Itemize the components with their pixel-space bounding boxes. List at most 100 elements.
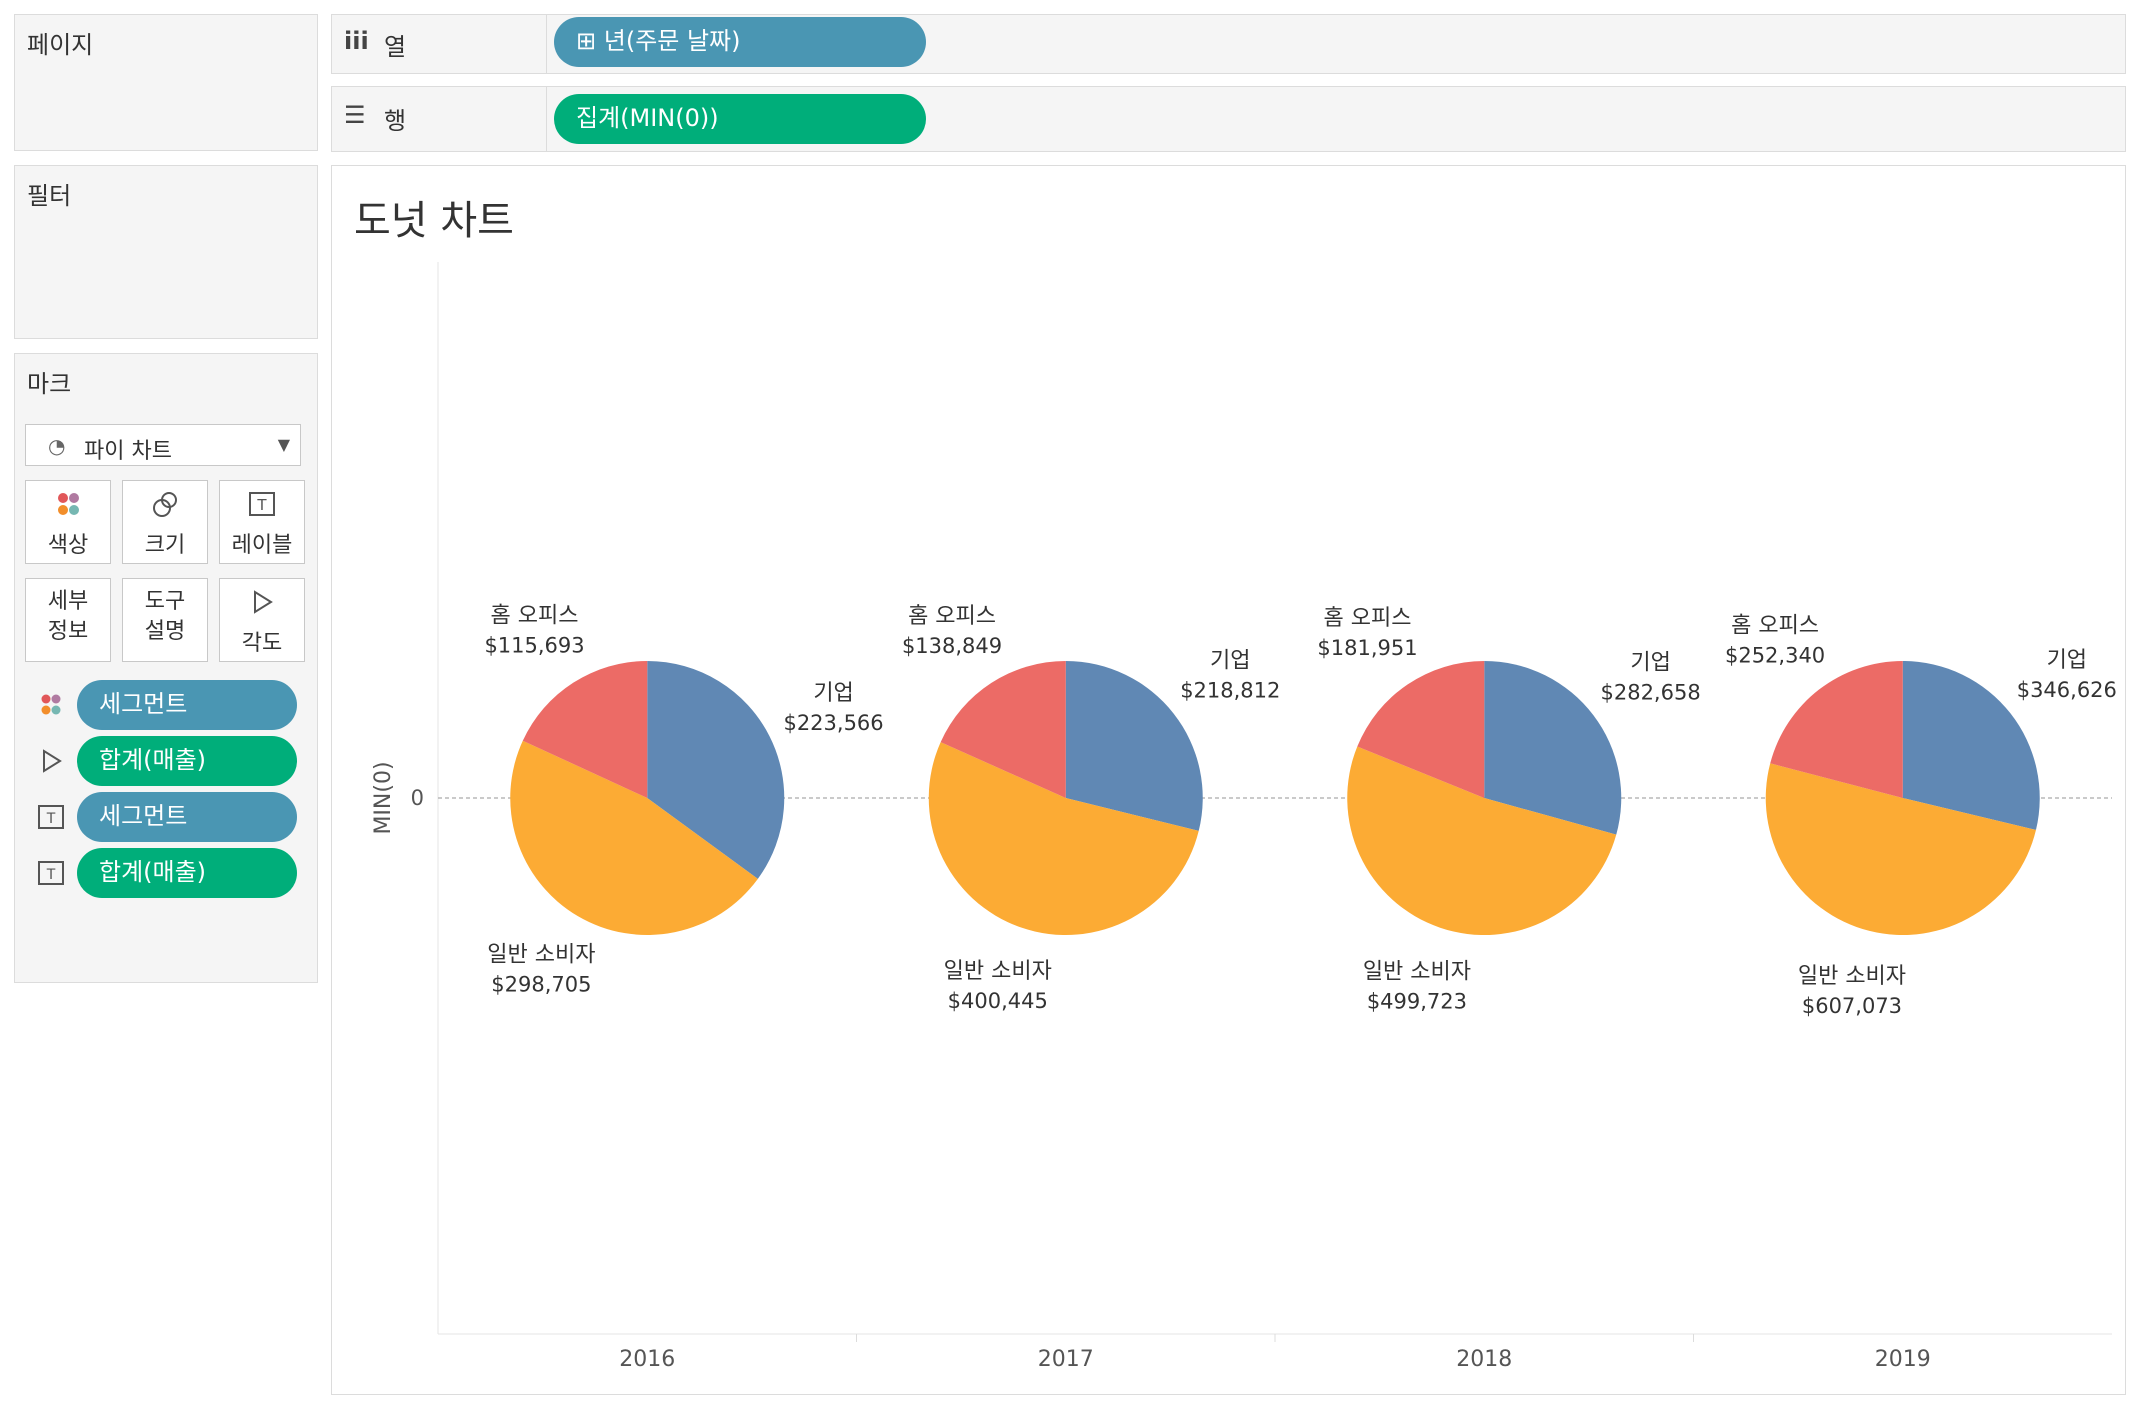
rows-icon: ☰ — [344, 101, 366, 129]
slice-segment-label: 홈 오피스 — [908, 604, 996, 629]
pages-title: 페이지 — [27, 31, 94, 59]
filters-card[interactable]: 필터 — [14, 165, 318, 339]
columns-shelf[interactable]: iii 열 ⊞ 년(주문 날짜) — [331, 14, 2126, 74]
rows-shelf-label: 행 — [384, 107, 407, 135]
y-tick-0: 0 — [411, 786, 424, 810]
slice-value-label: $298,705 — [491, 973, 591, 997]
mark-type-dropdown[interactable]: ◔ 파이 차트 ▼ — [25, 424, 301, 466]
marks-card: 마크 ◔ 파이 차트 ▼ 색상 크기 T 레이블 — [14, 353, 318, 983]
slice-value-label: $346,626 — [2017, 678, 2117, 702]
slice-value-label: $138,849 — [902, 634, 1002, 658]
tooltip-label-line2: 설명 — [144, 619, 186, 644]
detail-button[interactable]: 세부 정보 — [25, 578, 111, 662]
label-icon: T — [220, 489, 304, 519]
detail-label-line2: 정보 — [47, 619, 89, 644]
slice-value-label: $499,723 — [1367, 989, 1467, 1013]
size-button[interactable]: 크기 — [122, 480, 208, 564]
label-sales-pill[interactable]: 합계(매출) — [77, 848, 297, 898]
slice-value-label: $223,566 — [783, 711, 883, 735]
pages-card[interactable]: 페이지 — [14, 14, 318, 151]
pie-slice[interactable] — [1902, 661, 2040, 830]
label-icon: T — [37, 803, 65, 831]
shelf-divider — [546, 15, 547, 73]
label-button-label: 레이블 — [231, 533, 293, 558]
pie-slice[interactable] — [510, 740, 758, 935]
rows-shelf[interactable]: ☰ 행 집계(MIN(0)) — [331, 86, 2126, 152]
pie-slice[interactable] — [928, 742, 1199, 935]
angle-icon — [220, 587, 304, 617]
slice-segment-label: 홈 오피스 — [1324, 606, 1412, 631]
slice-segment-label: 일반 소비자 — [1363, 959, 1471, 984]
x-tick-label: 2016 — [619, 1347, 675, 1372]
slice-value-label: $115,693 — [484, 633, 584, 657]
pie-marks: 기업 $223,566 일반 소비자 $298,705 홈 오피스 $115,693 기업 $… — [484, 603, 2116, 1018]
slice-value-label: $181,951 — [1317, 636, 1417, 660]
slice-value-label: $400,445 — [948, 989, 1048, 1013]
svg-text:T: T — [46, 811, 56, 827]
label-button[interactable]: T 레이블 — [219, 480, 305, 564]
columns-year-pill[interactable]: ⊞ 년(주문 날짜) — [554, 17, 926, 67]
slice-segment-label: 홈 오피스 — [491, 603, 579, 628]
color-dots-icon — [37, 691, 65, 719]
label-segment-pill[interactable]: 세그먼트 — [77, 792, 297, 842]
color-button-label: 색상 — [47, 533, 89, 558]
slice-segment-label: 기업 — [1210, 648, 1250, 673]
size-button-label: 크기 — [144, 533, 186, 558]
detail-button-label: 세부 정보 — [26, 587, 110, 647]
slice-segment-label: 일반 소비자 — [487, 943, 595, 968]
encoding-row-label-sales: T 합계(매출) — [15, 847, 315, 899]
angle-button[interactable]: 각도 — [219, 578, 305, 662]
marks-title: 마크 — [27, 370, 72, 398]
angle-sales-pill[interactable]: 합계(매출) — [77, 736, 297, 786]
x-tick-label: 2017 — [1038, 1347, 1094, 1372]
shelf-divider — [546, 87, 547, 151]
tooltip-label-line1: 도구 — [144, 589, 186, 614]
x-tick-label: 2018 — [1456, 1347, 1512, 1372]
slice-segment-label: 일반 소비자 — [944, 959, 1052, 984]
pie-slice[interactable] — [1765, 763, 2036, 936]
viz-view: 도넛 차트 MIN(0) 0 기업 $223,566 일반 소비자 $298,705 홈… — [331, 165, 2126, 1395]
columns-icon: iii — [344, 27, 369, 55]
label-icon: T — [37, 859, 65, 887]
encoding-row-angle: 합계(매출) — [15, 735, 315, 787]
filters-title: 필터 — [27, 182, 72, 210]
pie-slice[interactable] — [1347, 746, 1617, 936]
color-segment-pill[interactable]: 세그먼트 — [77, 680, 297, 730]
pie-slice[interactable] — [940, 661, 1066, 798]
slice-value-label: $607,073 — [1802, 994, 1902, 1018]
pie-slice[interactable] — [1484, 661, 1622, 835]
angle-icon — [37, 747, 65, 775]
slice-value-label: $282,658 — [1600, 681, 1700, 705]
chevron-down-icon: ▼ — [277, 435, 290, 454]
svg-text:T: T — [46, 867, 56, 883]
columns-year-pill-label: 년(주문 날짜) — [603, 27, 741, 55]
pie-chart-icon: ◔ — [48, 434, 66, 458]
slice-value-label: $252,340 — [1725, 643, 1825, 667]
detail-label-line1: 세부 — [47, 589, 89, 614]
svg-text:T: T — [256, 496, 267, 514]
color-button[interactable]: 색상 — [25, 480, 111, 564]
color-dots-icon — [26, 489, 110, 519]
pie-slice[interactable] — [1357, 661, 1485, 798]
tooltip-button[interactable]: 도구 설명 — [122, 578, 208, 662]
slice-segment-label: 기업 — [1630, 651, 1670, 676]
view-title: 도넛 차트 — [354, 198, 514, 244]
slice-segment-label: 홈 오피스 — [1731, 613, 1819, 638]
encoding-row-color: 세그먼트 — [15, 679, 315, 731]
encoding-row-label-segment: T 세그먼트 — [15, 791, 315, 843]
pie-slice[interactable] — [1770, 661, 1903, 798]
rows-min-pill[interactable]: 집계(MIN(0)) — [554, 94, 926, 144]
x-tick-label: 2019 — [1875, 1347, 1931, 1372]
y-axis-label: MIN(0) — [371, 761, 396, 834]
slice-segment-label: 기업 — [2047, 648, 2087, 673]
expand-icon: ⊞ — [576, 27, 597, 55]
tooltip-button-label: 도구 설명 — [123, 587, 207, 647]
pie-slice[interactable] — [522, 661, 648, 798]
mark-type-label: 파이 차트 — [84, 439, 172, 464]
slice-segment-label: 기업 — [813, 681, 853, 706]
pie-slice[interactable] — [647, 661, 785, 879]
angle-button-label: 각도 — [241, 631, 283, 656]
pie-chart-area: MIN(0) 0 기업 $223,566 일반 소비자 $298,705 홈 오피스 $1… — [371, 262, 2117, 1372]
slice-segment-label: 일반 소비자 — [1798, 964, 1906, 989]
pie-slice[interactable] — [1065, 661, 1203, 831]
